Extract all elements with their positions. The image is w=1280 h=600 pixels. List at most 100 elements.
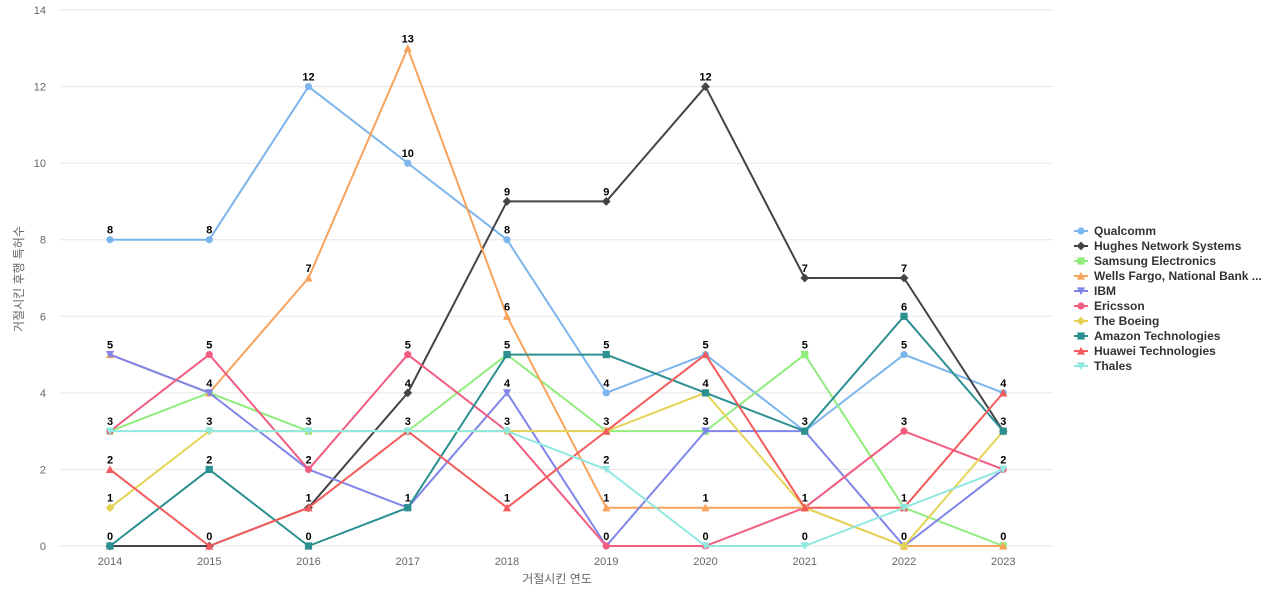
legend-item-samsung-electronics[interactable]: Samsung Electronics (1074, 254, 1216, 268)
legend-item-amazon-technologies[interactable]: Amazon Technologies (1074, 329, 1221, 343)
data-point[interactable] (304, 465, 313, 474)
data-point[interactable] (899, 273, 909, 283)
data-point[interactable] (602, 503, 611, 512)
data-label: 2 (1000, 454, 1006, 466)
data-point[interactable] (800, 542, 809, 551)
data-point[interactable] (105, 350, 115, 359)
data-point[interactable] (701, 427, 710, 436)
data-point[interactable] (404, 350, 412, 359)
data-point[interactable] (602, 427, 611, 435)
legend-marker[interactable] (1077, 302, 1085, 310)
data-point[interactable] (404, 159, 412, 167)
data-point[interactable] (106, 542, 114, 550)
data-point[interactable] (800, 273, 810, 283)
legend-label: Thales (1094, 359, 1132, 373)
data-point[interactable] (999, 388, 1008, 397)
legend-item-wells-fargo-national-bank[interactable]: Wells Fargo, National Bank ... (1074, 269, 1262, 283)
data-point[interactable] (404, 504, 412, 512)
data-point[interactable] (502, 389, 512, 397)
legend-marker[interactable] (1077, 257, 1085, 265)
data-point[interactable] (701, 82, 710, 91)
data-point[interactable] (801, 427, 809, 435)
data-point[interactable] (701, 389, 710, 397)
series-line[interactable] (109, 315, 1005, 547)
data-point[interactable] (900, 427, 908, 435)
series-line[interactable] (110, 430, 1004, 547)
data-point[interactable] (503, 350, 511, 359)
series-line[interactable] (110, 85, 1004, 433)
data-point[interactable] (304, 82, 313, 91)
legend-marker[interactable] (1076, 316, 1086, 326)
data-point[interactable] (105, 503, 115, 513)
data-point[interactable] (800, 503, 809, 512)
legend-label: Amazon Technologies (1094, 329, 1221, 343)
data-point[interactable] (105, 427, 115, 436)
data-point[interactable] (304, 542, 313, 550)
data-label: 13 (402, 33, 414, 45)
data-point[interactable] (900, 350, 908, 359)
data-point[interactable] (304, 427, 313, 436)
legend-item-huawei-technologies[interactable]: Huawei Technologies (1074, 344, 1216, 358)
data-point[interactable] (801, 350, 809, 359)
legend-marker[interactable] (1076, 271, 1086, 280)
series-wells-fargo-national-bank[interactable] (105, 44, 1008, 550)
data-point[interactable] (205, 236, 213, 244)
data-point[interactable] (701, 542, 710, 551)
data-point[interactable] (304, 503, 313, 512)
legend-item-ericsson[interactable]: Ericsson (1074, 299, 1145, 313)
series-line[interactable] (109, 353, 1005, 547)
legend-marker[interactable] (1077, 227, 1085, 235)
data-point[interactable] (304, 273, 313, 282)
data-point[interactable] (999, 465, 1008, 474)
data-point[interactable] (502, 427, 512, 436)
series-line[interactable] (109, 47, 1004, 547)
data-point[interactable] (601, 197, 611, 206)
series-line[interactable] (109, 353, 1004, 547)
data-point[interactable] (205, 427, 214, 436)
legend-item-ibm[interactable]: IBM (1074, 284, 1116, 298)
data-point[interactable] (502, 312, 512, 320)
legend-item-the-boeing[interactable]: The Boeing (1074, 314, 1159, 328)
data-point[interactable] (403, 388, 413, 398)
legend-marker[interactable] (1076, 287, 1086, 296)
data-label: 1 (702, 493, 708, 505)
data-point[interactable] (106, 236, 114, 244)
data-point[interactable] (602, 542, 610, 550)
data-point[interactable] (602, 465, 611, 474)
series-qualcomm[interactable] (106, 82, 1007, 435)
data-point[interactable] (999, 541, 1008, 550)
data-point[interactable] (900, 312, 908, 320)
legend-item-hughes-network-systems[interactable]: Hughes Network Systems (1074, 239, 1242, 253)
legend-marker[interactable] (1077, 332, 1085, 340)
legend-marker[interactable] (1076, 241, 1086, 251)
legend-item-qualcomm[interactable]: Qualcomm (1074, 224, 1156, 238)
data-point[interactable] (701, 350, 710, 359)
data-point[interactable] (503, 236, 511, 244)
data-point[interactable] (105, 465, 115, 474)
series-thales[interactable] (105, 427, 1008, 551)
data-point[interactable] (502, 503, 512, 512)
data-point[interactable] (403, 427, 412, 436)
data-point[interactable] (205, 541, 214, 550)
data-point[interactable] (999, 427, 1007, 435)
legend-marker[interactable] (1076, 346, 1086, 355)
data-point[interactable] (205, 465, 213, 474)
series-amazon-technologies[interactable] (106, 312, 1007, 550)
data-label: 2 (107, 454, 113, 466)
data-point[interactable] (205, 389, 214, 397)
legend-label: Samsung Electronics (1094, 254, 1216, 268)
data-point[interactable] (502, 197, 512, 206)
data-point[interactable] (602, 350, 610, 359)
data-point[interactable] (899, 541, 909, 551)
data-point[interactable] (701, 503, 710, 512)
data-point[interactable] (403, 44, 412, 52)
data-label: 8 (504, 225, 510, 237)
legend-marker[interactable] (1076, 362, 1086, 371)
y-tick-label: 10 (34, 158, 46, 170)
legend-label: The Boeing (1094, 314, 1159, 328)
legend-item-thales[interactable]: Thales (1074, 359, 1132, 373)
data-point[interactable] (602, 389, 610, 397)
data-point[interactable] (899, 504, 909, 512)
data-point[interactable] (205, 350, 213, 359)
